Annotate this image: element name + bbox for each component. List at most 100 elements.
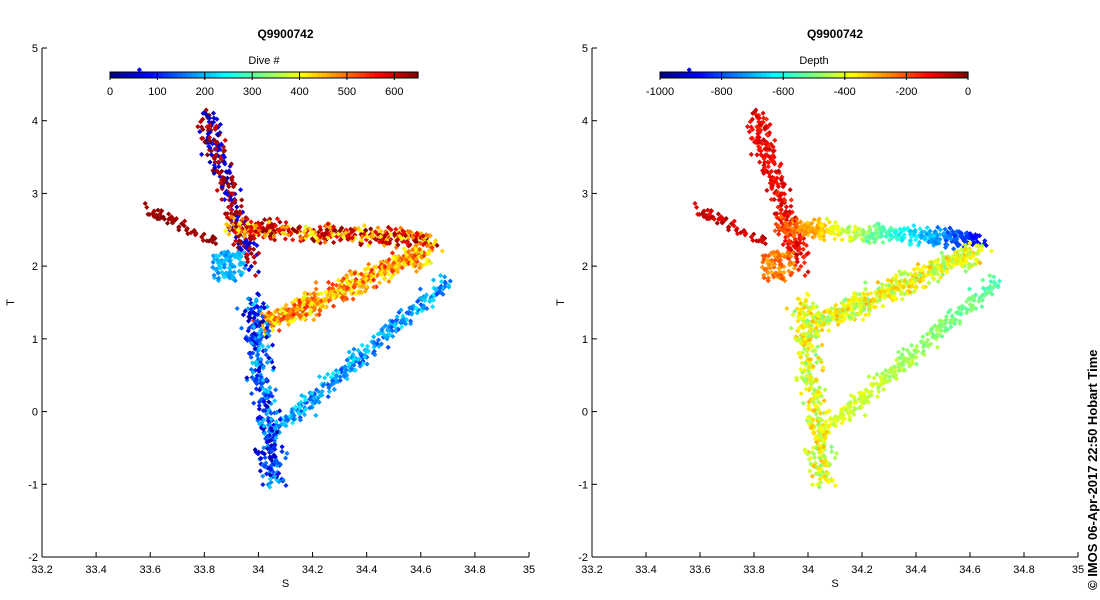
data-point (787, 187, 793, 193)
data-point (330, 370, 336, 377)
colorbar-segment (905, 72, 911, 78)
data-point (326, 388, 332, 395)
data-point (247, 228, 253, 235)
data-point (231, 241, 237, 248)
data-point (840, 416, 846, 422)
data-point (318, 290, 324, 297)
data-point (902, 367, 908, 373)
y-tick-label: 0 (32, 407, 38, 419)
colorbar-segment (698, 72, 704, 78)
data-point (386, 257, 392, 263)
colorbar-segment (664, 72, 671, 78)
data-point (260, 318, 266, 324)
colorbar: Dive # 0 100 200 300 400 500 600 (107, 55, 419, 98)
data-point (208, 152, 214, 158)
data-point (820, 365, 826, 371)
data-point (801, 315, 807, 321)
data-point (772, 257, 778, 264)
data-point (399, 236, 405, 242)
data-point (244, 375, 250, 381)
data-point (212, 125, 218, 131)
data-point (432, 286, 438, 292)
data-point (426, 250, 432, 256)
data-point (266, 328, 272, 334)
data-point (213, 152, 219, 158)
data-point (228, 207, 234, 213)
data-point (404, 252, 410, 258)
data-point (145, 211, 151, 217)
data-point (791, 229, 797, 235)
data-point (170, 220, 176, 226)
data-point (936, 331, 942, 337)
data-point (291, 416, 297, 422)
data-point (322, 297, 328, 304)
data-point (931, 263, 937, 269)
data-point (394, 314, 400, 320)
data-point (309, 229, 315, 235)
data-point (777, 261, 783, 267)
data-point (714, 220, 720, 226)
x-tick-label: 35 (1072, 564, 1084, 576)
data-point (283, 413, 289, 420)
data-point (237, 209, 243, 215)
data-point (235, 233, 241, 239)
data-point (254, 242, 260, 249)
data-point (274, 429, 280, 435)
data-point (744, 124, 751, 130)
data-point (179, 221, 185, 227)
data-point (313, 286, 319, 292)
data-point (946, 262, 952, 268)
data-point (355, 225, 361, 231)
data-point (803, 360, 809, 366)
data-point (908, 237, 914, 243)
x-tick-label: 34.4 (356, 564, 377, 576)
colorbar-segment (679, 72, 685, 78)
data-point (228, 214, 234, 220)
data-point (272, 424, 278, 431)
data-point (246, 351, 253, 357)
data-point (973, 305, 979, 312)
data-point (887, 377, 893, 383)
data-point (705, 207, 711, 213)
data-point (788, 197, 794, 203)
colorbar-segment (761, 72, 767, 78)
data-point (832, 455, 838, 461)
data-point (313, 412, 319, 418)
data-point (802, 272, 808, 279)
data-point (815, 344, 821, 350)
data-point (256, 330, 262, 336)
data-point (778, 161, 784, 167)
data-point (792, 336, 798, 342)
data-point (249, 360, 256, 366)
data-point (210, 233, 216, 240)
colorbar: Depth -1000 -800 -600 -400 -200 0 (646, 55, 971, 98)
data-point (768, 180, 774, 186)
data-point (812, 455, 818, 461)
data-point (361, 223, 368, 229)
data-point (233, 224, 239, 230)
data-point (983, 291, 989, 297)
data-point (258, 374, 264, 380)
data-point (221, 148, 227, 154)
colorbar-segment (172, 72, 178, 78)
colorbar-segment (393, 72, 400, 78)
data-point (217, 170, 223, 177)
data-point (429, 245, 435, 251)
colorbar-segment (833, 72, 839, 78)
colorbar-segment (857, 72, 863, 78)
colorbar-segment (814, 72, 820, 78)
data-point (230, 191, 236, 197)
colorbar-segment (934, 72, 940, 78)
data-point (271, 320, 277, 326)
data-point (821, 237, 827, 243)
x-tick-label: 34 (802, 564, 814, 576)
data-point (860, 290, 866, 297)
data-point (439, 278, 445, 285)
data-point (334, 288, 340, 294)
data-point (228, 261, 234, 267)
data-point (871, 239, 877, 245)
data-point (359, 342, 365, 348)
colorbar-segment (862, 72, 868, 78)
data-point (811, 217, 817, 223)
colorbar-tick-label: -800 (711, 86, 733, 98)
